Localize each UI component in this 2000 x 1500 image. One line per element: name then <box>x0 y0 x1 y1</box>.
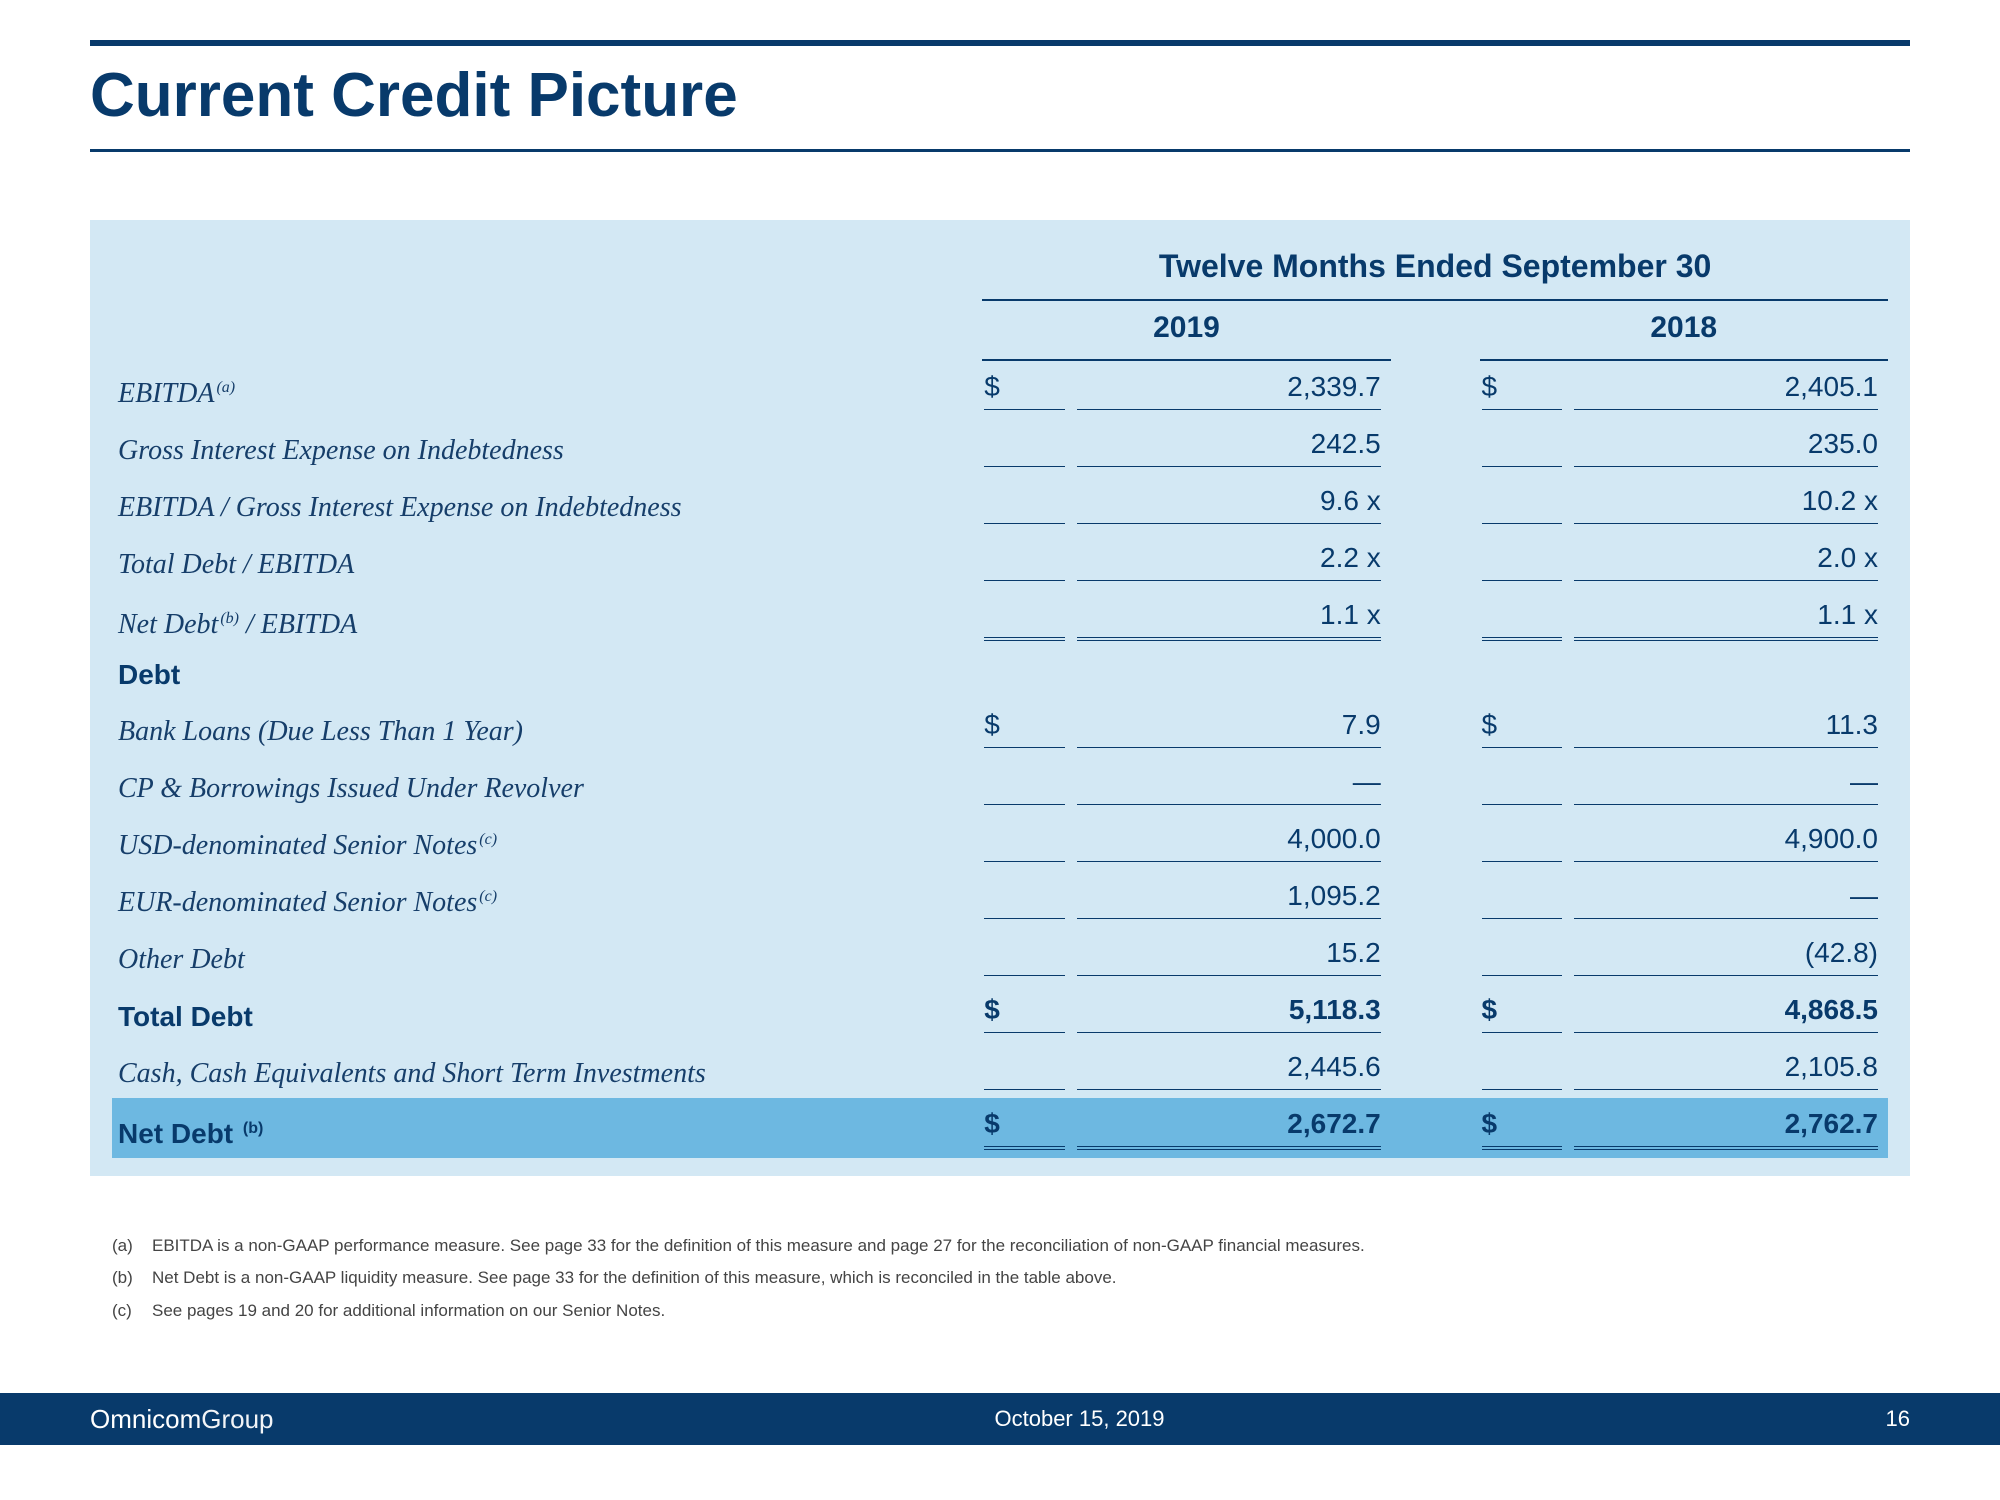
sup: (c) <box>477 888 497 905</box>
currency: $ <box>984 371 1065 410</box>
currency: $ <box>984 1108 1065 1150</box>
label: Bank Loans (Due Less Than 1 Year) <box>112 699 982 756</box>
value-2019: 9.6 x <box>1077 485 1381 524</box>
row-total-debt: Total Debt $ 5,118.3 $ 4,868.5 <box>112 984 1888 1041</box>
top-rule <box>90 40 1910 46</box>
label: USD-denominated Senior Notes <box>118 830 477 861</box>
brand: OmnicomGroup <box>90 1404 274 1435</box>
row-bank-loans: Bank Loans (Due Less Than 1 Year) $ 7.9 … <box>112 699 1888 756</box>
sup: (b) <box>241 1120 263 1137</box>
row-ebitda: EBITDA(a) $ 2,339.7 $ 2,405.1 <box>112 360 1888 418</box>
value-2018: 11.3 <box>1574 709 1878 748</box>
brand-part-1: Omnicom <box>90 1404 201 1434</box>
currency: $ <box>984 709 1065 748</box>
value-2018: 4,900.0 <box>1574 823 1878 862</box>
value-2018: 1.1 x <box>1574 599 1878 641</box>
value-2019: 242.5 <box>1077 428 1381 467</box>
value-2018: — <box>1574 766 1878 805</box>
label: Total Debt / EBITDA <box>112 532 982 589</box>
row-ebitda-over-gross: EBITDA / Gross Interest Expense on Indeb… <box>112 475 1888 532</box>
row-other-debt: Other Debt 15.2 (42.8) <box>112 927 1888 984</box>
row-eur-notes: EUR-denominated Senior Notes(c) 1,095.2 … <box>112 870 1888 927</box>
value-2019: 2,445.6 <box>1077 1051 1381 1090</box>
label: Total Debt <box>112 984 982 1041</box>
currency: $ <box>1482 1108 1563 1150</box>
footnote-c: (c)See pages 19 and 20 for additional in… <box>112 1295 1888 1327</box>
label: Debt <box>112 649 982 699</box>
sup: (c) <box>477 831 497 848</box>
value-2019: 4,000.0 <box>1077 823 1381 862</box>
row-usd-notes: USD-denominated Senior Notes(c) 4,000.0 … <box>112 813 1888 870</box>
label: Gross Interest Expense on Indebtedness <box>112 418 982 475</box>
value-2018: 4,868.5 <box>1574 994 1878 1033</box>
brand-part-2: Group <box>201 1404 273 1434</box>
label: Net Debt <box>118 1118 233 1149</box>
value-2018: 2,762.7 <box>1574 1108 1878 1150</box>
row-total-debt-ebitda: Total Debt / EBITDA 2.2 x 2.0 x <box>112 532 1888 589</box>
value-2019: 1.1 x <box>1077 599 1381 641</box>
value-2019: 5,118.3 <box>1077 994 1381 1033</box>
label: EBITDA <box>118 378 214 409</box>
row-net-debt-ebitda: Net Debt(b) / EBITDA 1.1 x 1.1 x <box>112 589 1888 649</box>
label: Net Debt <box>118 609 218 640</box>
period-header: Twelve Months Ended September 30 <box>982 238 1888 300</box>
value-2018: 235.0 <box>1574 428 1878 467</box>
value-2018: — <box>1574 880 1878 919</box>
value-2018: 2.0 x <box>1574 542 1878 581</box>
row-debt-header: Debt <box>112 649 1888 699</box>
row-gross-interest: Gross Interest Expense on Indebtedness 2… <box>112 418 1888 475</box>
row-cash: Cash, Cash Equivalents and Short Term In… <box>112 1041 1888 1098</box>
slide: Current Credit Picture Twelve Months End… <box>0 0 2000 1500</box>
value-2019: 2,339.7 <box>1077 371 1381 410</box>
value-2019: 1,095.2 <box>1077 880 1381 919</box>
footer-bar: OmnicomGroup October 15, 2019 16 <box>0 1393 2000 1445</box>
footnotes: (a)EBITDA is a non-GAAP performance meas… <box>112 1230 1888 1327</box>
value-2018: 2,105.8 <box>1574 1051 1878 1090</box>
row-net-debt: Net Debt (b) $ 2,672.7 $ 2,762.7 <box>112 1098 1888 1158</box>
currency: $ <box>984 994 1065 1033</box>
year-2018: 2018 <box>1480 300 1889 360</box>
label: EUR-denominated Senior Notes <box>118 887 477 918</box>
label2: / EBITDA <box>239 609 357 640</box>
table: Twelve Months Ended September 30 2019 20… <box>112 238 1888 1158</box>
currency: $ <box>1482 371 1563 410</box>
value-2019: 15.2 <box>1077 937 1381 976</box>
footnote-a: (a)EBITDA is a non-GAAP performance meas… <box>112 1230 1888 1262</box>
sup: (a) <box>214 379 235 396</box>
value-2019: 2,672.7 <box>1077 1108 1381 1150</box>
value-2018: 10.2 x <box>1574 485 1878 524</box>
label: Other Debt <box>112 927 982 984</box>
footer-date: October 15, 2019 <box>995 1406 1165 1432</box>
currency: $ <box>1482 994 1563 1033</box>
label: CP & Borrowings Issued Under Revolver <box>112 756 982 813</box>
table-header-row: Twelve Months Ended September 30 <box>112 238 1888 300</box>
label: Cash, Cash Equivalents and Short Term In… <box>112 1041 982 1098</box>
sup: (b) <box>218 610 239 627</box>
credit-table: Twelve Months Ended September 30 2019 20… <box>90 220 1910 1176</box>
label: EBITDA / Gross Interest Expense on Indeb… <box>112 475 982 532</box>
value-2018: 2,405.1 <box>1574 371 1878 410</box>
year-2019: 2019 <box>982 300 1390 360</box>
value-2019: — <box>1077 766 1381 805</box>
footnote-b: (b)Net Debt is a non-GAAP liquidity meas… <box>112 1262 1888 1294</box>
table-year-row: 2019 2018 <box>112 300 1888 360</box>
value-2019: 7.9 <box>1077 709 1381 748</box>
row-cp-borrowings: CP & Borrowings Issued Under Revolver — … <box>112 756 1888 813</box>
currency: $ <box>1482 709 1563 748</box>
page-number: 16 <box>1886 1406 1910 1432</box>
value-2018: (42.8) <box>1574 937 1878 976</box>
value-2019: 2.2 x <box>1077 542 1381 581</box>
slide-title: Current Credit Picture <box>90 60 1910 152</box>
